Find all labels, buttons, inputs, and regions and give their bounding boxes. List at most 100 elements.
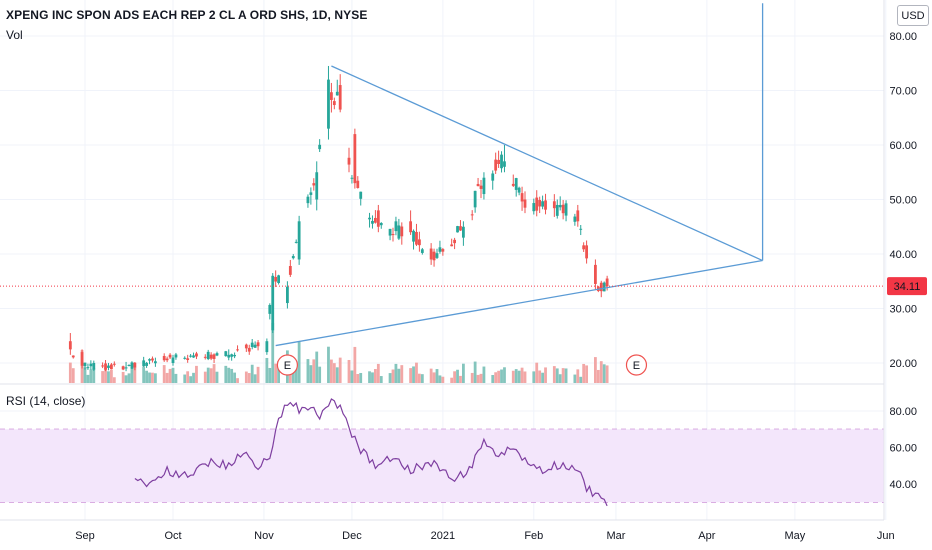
time-tick: Dec xyxy=(342,530,362,542)
volume-bar xyxy=(212,364,216,383)
volume-bar xyxy=(441,376,445,383)
earnings-marker-label: E xyxy=(284,360,291,372)
volume-bar xyxy=(271,323,275,383)
candle-body xyxy=(532,203,536,212)
candle-body xyxy=(391,234,395,236)
volume-bar xyxy=(268,367,272,383)
time-tick: Feb xyxy=(524,530,543,542)
candle-body xyxy=(573,216,577,222)
volume-bar xyxy=(500,369,503,383)
symbol-title: XPENG INC SPON ADS EACH REP 2 CL A ORD S… xyxy=(6,8,368,22)
volume-bar xyxy=(253,374,257,383)
volume-bar xyxy=(68,362,72,383)
price-tick: 70.00 xyxy=(889,86,917,98)
rsi-band xyxy=(0,429,884,503)
volume-bar xyxy=(376,363,380,383)
volume-bar xyxy=(585,365,588,383)
volume-bar xyxy=(503,367,506,383)
volume-bar xyxy=(582,363,586,383)
volume-bar xyxy=(555,368,559,383)
candle-body xyxy=(130,362,134,369)
price-axis[interactable]: 80.00 70.00 60.00 50.00 40.00 30.00 20.00 xyxy=(889,31,917,370)
currency-button[interactable]: USD xyxy=(897,5,929,26)
candle-body xyxy=(435,253,439,258)
candle-body xyxy=(227,354,231,358)
volume-bar xyxy=(233,372,236,383)
volume-bar xyxy=(497,370,500,383)
price-badge-text: 34.11 xyxy=(894,281,921,293)
volume-bar xyxy=(538,370,542,383)
rsi-tick: 40.00 xyxy=(889,479,917,491)
candle-body xyxy=(338,85,342,110)
volume-bar xyxy=(107,371,110,383)
volume-bar xyxy=(315,351,319,383)
candle-body xyxy=(359,191,363,199)
candle-body xyxy=(497,159,500,164)
volume-bar xyxy=(594,357,597,383)
volume-bar xyxy=(101,371,104,383)
candle-body xyxy=(379,222,383,226)
candle-body xyxy=(418,239,421,246)
volume-bar xyxy=(514,369,518,383)
candle-body xyxy=(482,177,486,195)
candle-body xyxy=(294,241,298,243)
time-tick: Oct xyxy=(164,530,181,542)
candle-body xyxy=(288,265,292,275)
candle-body xyxy=(356,180,360,188)
candle-body xyxy=(456,226,459,233)
volume-bar xyxy=(265,357,269,383)
candle-body xyxy=(253,344,257,348)
volume-bar xyxy=(256,366,260,383)
candle-body xyxy=(514,178,518,190)
volume-bar xyxy=(318,366,322,383)
candle-body xyxy=(112,363,116,365)
rsi-axis[interactable]: 80.00 60.00 40.00 xyxy=(889,406,917,491)
volume-bar xyxy=(227,367,231,383)
candlesticks xyxy=(68,65,609,372)
volume-bar xyxy=(327,346,330,383)
rsi-label[interactable]: RSI (14, close) xyxy=(6,394,86,408)
volume-bar xyxy=(244,371,248,383)
candle-body xyxy=(133,362,137,368)
candle-body xyxy=(154,361,157,364)
volume-bar xyxy=(412,366,415,383)
candle-body xyxy=(224,351,228,357)
trendlines[interactable] xyxy=(275,3,764,347)
volume-bar xyxy=(523,371,527,383)
candle-body xyxy=(286,286,289,304)
candle-body xyxy=(174,354,178,358)
candle-body xyxy=(209,354,213,359)
volume-bar xyxy=(112,377,116,383)
volume-bar xyxy=(353,346,357,383)
candle-body xyxy=(124,367,128,369)
volume-bar xyxy=(312,359,316,383)
price-tick: 60.00 xyxy=(889,140,917,152)
volume-bar xyxy=(415,362,418,383)
time-axis[interactable]: Sep Oct Nov Dec 2021 Feb Mar Apr May Jun xyxy=(75,530,894,542)
volume-bar xyxy=(359,372,363,383)
volume-bar xyxy=(206,367,210,383)
volume-bar xyxy=(203,371,207,383)
candle-body xyxy=(183,357,187,359)
candle-body xyxy=(256,342,260,347)
candle-body xyxy=(104,363,107,370)
volume-bar xyxy=(532,371,536,383)
candle-body xyxy=(420,249,424,253)
time-tick: Sep xyxy=(75,530,95,542)
candle-body xyxy=(576,210,580,222)
candle-body xyxy=(244,344,248,349)
volume-bar xyxy=(397,368,401,383)
candle-body xyxy=(162,355,166,361)
volume-bar xyxy=(438,375,442,383)
volume-bar xyxy=(145,370,148,383)
candle-body xyxy=(558,205,562,208)
volume-bar xyxy=(350,370,354,383)
volume-bar xyxy=(479,373,483,383)
candle-body xyxy=(71,355,75,358)
volume-bar xyxy=(494,372,498,383)
candle-body xyxy=(368,217,371,220)
candle-body xyxy=(274,276,278,282)
time-tick: 2021 xyxy=(431,530,455,542)
